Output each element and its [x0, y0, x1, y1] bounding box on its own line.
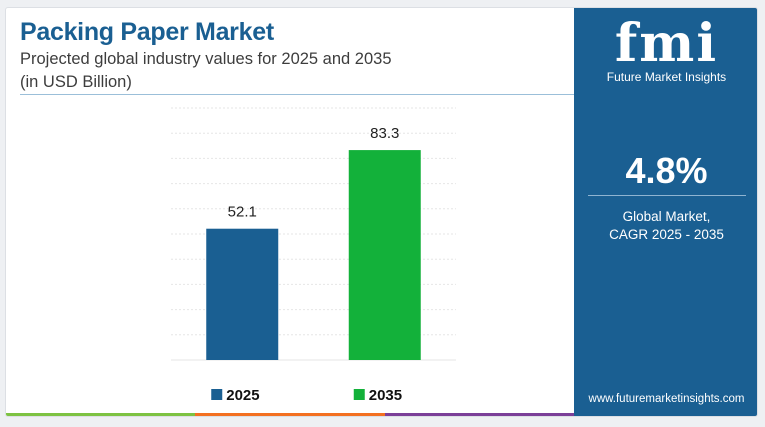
bar-2035 — [348, 150, 421, 360]
footer-purple-segment — [384, 413, 574, 416]
logo-mark: fmi — [614, 13, 719, 74]
fmi-logo: fmi Future Market Insights — [574, 13, 757, 85]
logo-text: Future Market Insights — [606, 70, 727, 84]
legend-label-2025: 2025 — [226, 387, 259, 404]
bars — [206, 150, 421, 360]
data-label-2035: 83.3 — [370, 125, 399, 142]
legend-swatch-2035 — [353, 389, 365, 400]
cagr-label-line-2: CAGR 2025 - 2035 — [609, 227, 724, 242]
data-label-2025: 52.1 — [228, 204, 257, 221]
website-link[interactable]: www.futuremarketinsights.com — [588, 393, 745, 405]
subtitle-line-2: (in USD Billion) — [20, 73, 132, 91]
brand-panel: fmi Future Market Insights 4.8% Global M… — [574, 8, 757, 416]
page-title: Packing Paper Market — [20, 18, 274, 46]
legend-label-2035: 2035 — [369, 387, 402, 404]
legend: 2025 2035 — [211, 387, 402, 404]
market-card: Packing Paper Market Projected global in… — [5, 7, 758, 417]
subtitle: Projected global industry values for 202… — [20, 48, 392, 94]
cagr-label: Global Market, CAGR 2025 - 2035 — [574, 208, 757, 244]
cagr-divider — [588, 195, 746, 196]
cagr-label-line-1: Global Market, — [622, 209, 711, 224]
footer-orange-segment — [195, 413, 385, 416]
cagr-value: 4.8% — [625, 150, 708, 191]
legend-swatch-2025 — [211, 389, 223, 400]
subtitle-line-1: Projected global industry values for 202… — [20, 50, 392, 68]
footer-color-bar — [6, 413, 574, 416]
header-divider — [20, 94, 574, 95]
footer-green-segment — [6, 413, 196, 416]
bar-2025 — [206, 228, 279, 360]
bar-chart: 52.1 83.3 2025 2035 — [171, 107, 456, 404]
data-labels: 52.1 83.3 — [228, 125, 400, 221]
